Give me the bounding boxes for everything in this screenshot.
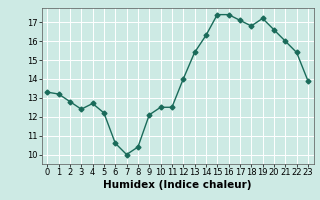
X-axis label: Humidex (Indice chaleur): Humidex (Indice chaleur) <box>103 180 252 190</box>
